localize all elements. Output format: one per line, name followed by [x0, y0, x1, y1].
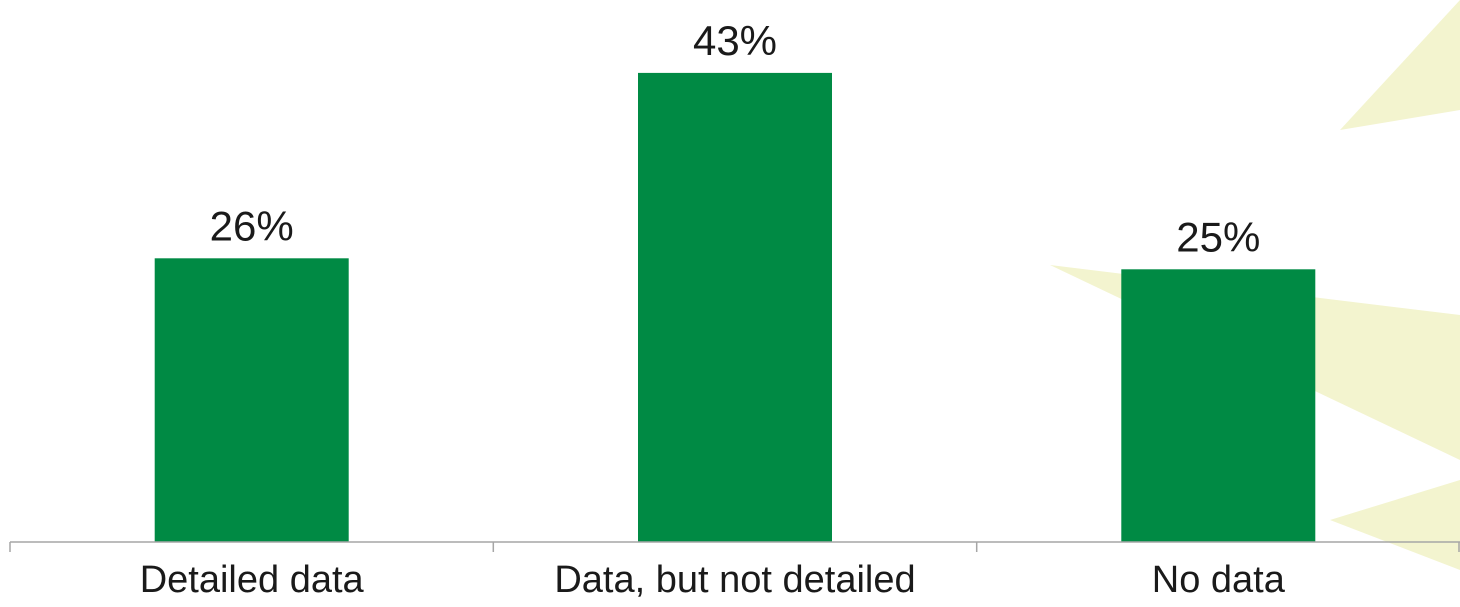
x-tick-label-2: Data, but not detailed [554, 559, 915, 601]
data-label-3: 25% [1176, 213, 1260, 260]
x-tick-label-3: No data [1152, 559, 1286, 601]
data-label-2: 43% [693, 17, 777, 64]
bar-series [154, 72, 1316, 543]
data-label-1: 26% [210, 202, 294, 249]
decoration-shape-bottom [1330, 480, 1460, 570]
decoration-shape-top [1340, 0, 1460, 130]
data-labels: 26% 43% 25% [210, 17, 1261, 260]
bar-2 [638, 72, 832, 543]
bar-1 [154, 258, 349, 542]
x-tick-labels: Detailed data Data, but not detailed No da… [140, 559, 1286, 601]
x-tick-label-1: Detailed data [140, 559, 365, 601]
x-axis [9, 541, 1460, 552]
bar-3 [1121, 269, 1316, 543]
